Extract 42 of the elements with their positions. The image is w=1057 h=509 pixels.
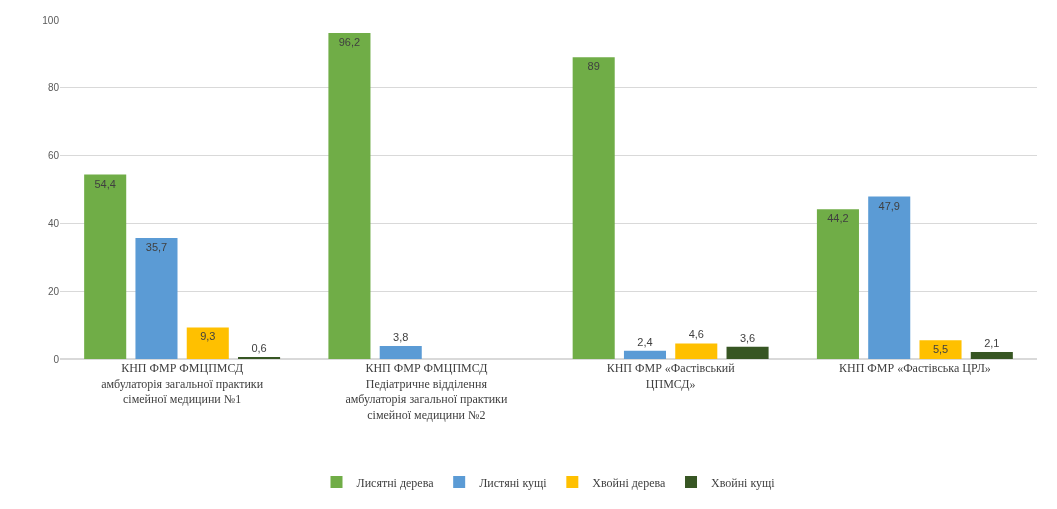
bar (328, 32, 371, 359)
legend-label: Хвойні дерева (592, 475, 667, 490)
bar (186, 327, 229, 359)
data-label: 2,4 (637, 335, 653, 348)
x-tick-label: КНП ФМР ФМЦПМСД амбулаторія загальної практики сімейної медицини №1 (101, 361, 264, 407)
data-label: 0,6 (251, 341, 267, 354)
x-tick-label: КНП ФМР «Фастівська ЦРЛ» (838, 361, 991, 375)
y-tick-label: 60 (47, 150, 60, 162)
bar (675, 343, 718, 359)
data-label: 3,6 (739, 331, 756, 344)
y-tick-label: 80 (47, 82, 60, 94)
bar (919, 340, 962, 359)
data-label: 89 (587, 60, 600, 73)
legend-label: Листяні кущі (479, 475, 548, 490)
x-tick-label: КНП ФМР ФМЦПМСД Педіатричне відділення амбулаторія загальної практики сімейної медицини №2 (345, 361, 508, 422)
bar (970, 351, 1013, 359)
y-tick-label: 100 (42, 14, 60, 26)
y-tick-label: 40 (47, 217, 60, 229)
bar (816, 209, 859, 359)
legend-label: Лисятні дерева (356, 475, 435, 490)
data-label: 96,2 (338, 35, 361, 48)
data-label: 54,4 (94, 177, 116, 190)
data-label: 2,1 (984, 336, 1000, 349)
bar (238, 356, 281, 359)
legend-label: Хвойні кущі (711, 475, 776, 490)
bar (726, 346, 769, 359)
bar (868, 196, 911, 359)
data-label: 35,7 (145, 240, 168, 253)
bar (572, 57, 615, 359)
data-label: 5,5 (932, 343, 949, 356)
y-tick-label: 0 (53, 353, 60, 365)
data-label: 4,6 (688, 328, 704, 341)
bar (379, 346, 422, 359)
bar (623, 350, 667, 359)
data-label: 3,8 (393, 331, 409, 344)
y-tick-label: 20 (47, 285, 60, 297)
bar (84, 174, 127, 359)
x-tick-label: КНП ФМР «Фастівський ЦПМСД» (606, 361, 736, 391)
data-label: 47,9 (878, 199, 900, 212)
data-label: 9,3 (200, 330, 216, 343)
data-label: 44,2 (827, 212, 849, 225)
bar (135, 237, 178, 359)
